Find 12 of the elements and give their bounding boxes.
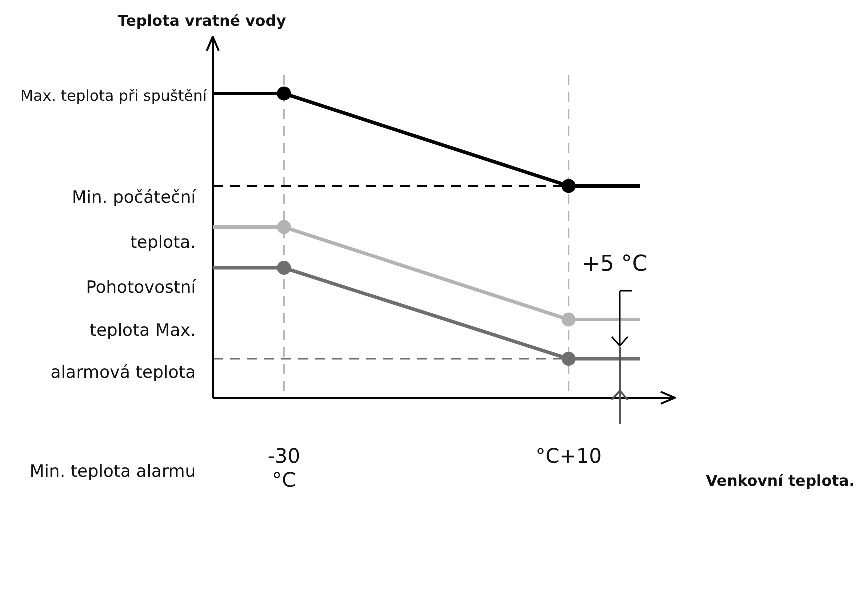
- text: Max. teplota při spuštění: [20, 87, 207, 105]
- x-axis-title: Venkovní teplota.: [706, 472, 855, 490]
- text: teplota.: [130, 233, 196, 253]
- x-tick-label: -30 °C: [268, 444, 301, 492]
- x-tick-label: °C+10: [536, 444, 602, 468]
- text: alarmová teplota: [50, 363, 196, 383]
- text: Pohotovostní: [86, 278, 196, 298]
- text: teplota Max.: [90, 321, 196, 341]
- y-axis-title: Teplota vratné vody: [118, 12, 286, 30]
- text: Min. počáteční: [72, 188, 196, 208]
- text: Min. teplota alarmu: [30, 462, 196, 482]
- annotation: +5 °C: [582, 252, 648, 277]
